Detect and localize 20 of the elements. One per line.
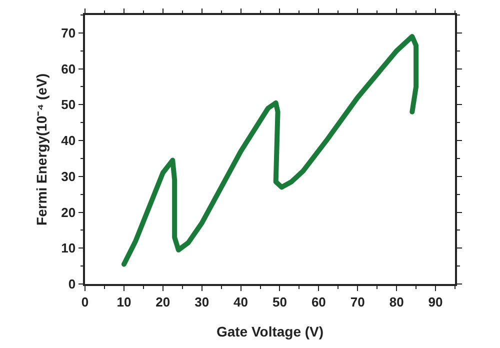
x-tick-label: 40 xyxy=(234,294,248,310)
x-axis-title: Gate Voltage (V) xyxy=(216,324,324,340)
x-tick-label: 50 xyxy=(272,294,287,310)
y-tick-label: 50 xyxy=(61,97,76,112)
y-tick-label: 60 xyxy=(61,61,76,76)
y-tick-label: 40 xyxy=(61,133,76,148)
y-tick-label: 0 xyxy=(68,276,76,292)
y-tick-label: 20 xyxy=(61,204,76,220)
y-axis-title: Fermi Energy(10⁻⁴ (eV) xyxy=(34,74,50,226)
x-tick-label: 10 xyxy=(116,294,132,310)
x-tick-label: 70 xyxy=(350,294,365,310)
x-tick-label: 80 xyxy=(389,294,404,310)
x-tick-label: 60 xyxy=(311,294,326,310)
y-tick-label: 70 xyxy=(61,25,76,40)
y-tick-label: 10 xyxy=(61,240,76,256)
x-tick-label: 90 xyxy=(428,294,443,310)
x-tick-label: 0 xyxy=(81,294,89,310)
y-tick-label: 30 xyxy=(61,168,76,184)
x-tick-label: 30 xyxy=(194,294,210,310)
x-tick-label: 20 xyxy=(156,294,170,310)
